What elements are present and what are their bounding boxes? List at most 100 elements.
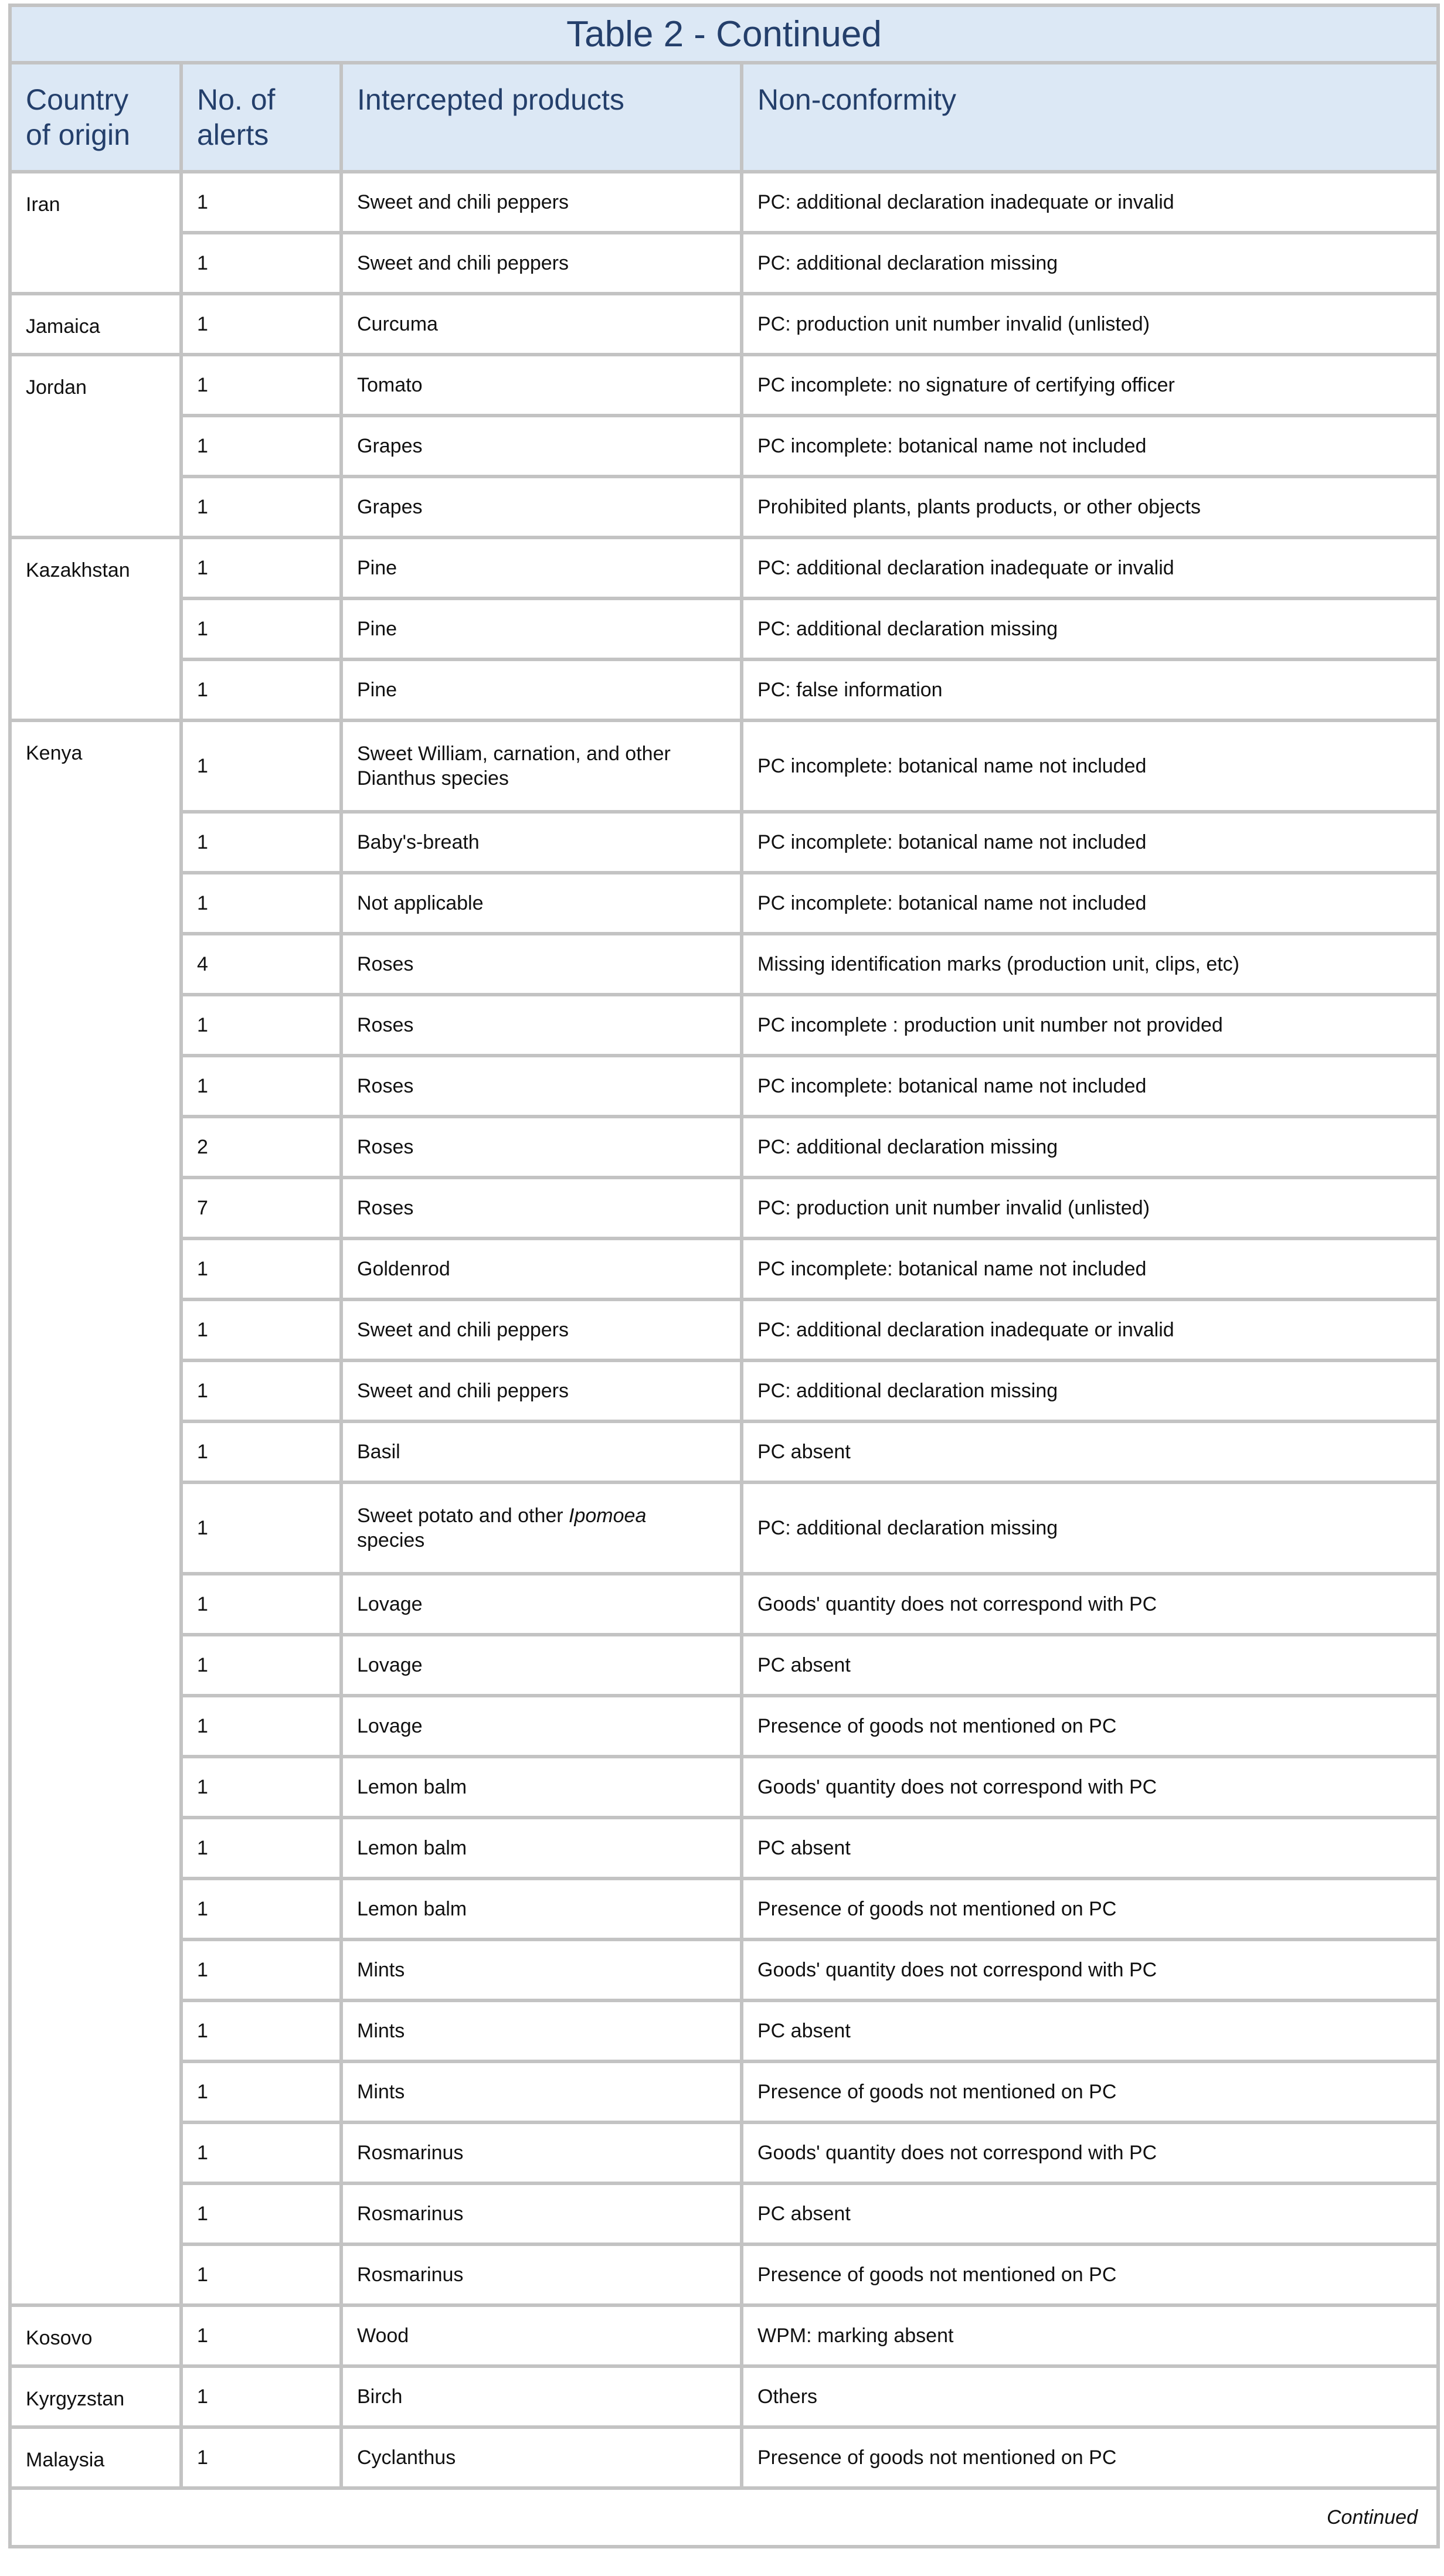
table-row: Jordan 1 Tomato PC incomplete: no signature… (8, 353, 1440, 539)
table-row: 4 Roses Missing identification marks (prod… (10, 932, 1440, 996)
product-cell: Wood (339, 2303, 743, 2368)
product-cell: Roses (339, 932, 743, 996)
product-cell: Sweet and chili peppers (339, 1298, 743, 1362)
alerts-cell: 1 (179, 1755, 343, 1819)
nonconformity-cell: PC: production unit number invalid (unli… (740, 1176, 1440, 1240)
product-cell: Mints (339, 1999, 743, 2063)
country-cell: Jordan (8, 353, 183, 539)
table-row: 1 Mints Goods' quantity does not correspon… (10, 1938, 1440, 2002)
product-cell: Lemon balm (339, 1816, 743, 1880)
alerts-cell: 1 (179, 1694, 343, 1758)
table-row: 1 Roses PC incomplete: botanical name not … (10, 1054, 1440, 1118)
nonconformity-cell: Presence of goods not mentioned on PC (740, 2060, 1440, 2124)
alerts-cell: 1 (179, 1237, 343, 1301)
alerts-cell: 4 (179, 932, 343, 996)
nonconformity-cell: PC absent (740, 1816, 1440, 1880)
alerts-cell: 1 (179, 231, 343, 295)
table-row: 1 Mints Presence of goods not mentioned on… (10, 2060, 1440, 2124)
table-row: 1 Mints PC absent (10, 1999, 1440, 2063)
alerts-cell: 1 (179, 1572, 343, 1636)
product-cell: Mints (339, 1938, 743, 2002)
nonconformity-cell: Goods' quantity does not correspond with… (740, 2121, 1440, 2185)
product-cell: Sweet and chili peppers (339, 1359, 743, 1423)
product-cell: Not applicable (339, 871, 743, 935)
table-row: Kyrgyzstan 1 Birch Others (8, 2364, 1440, 2429)
alerts-cell: 1 (179, 1420, 343, 1484)
product-cell: Lovage (339, 1572, 743, 1636)
table-row: 1 Not applicable PC incomplete: botanical … (10, 871, 1440, 935)
product-cell: Sweet William, carnation, and other Dian… (339, 719, 743, 814)
alerts-cell: 1 (179, 1481, 343, 1575)
alerts-cell: 1 (179, 810, 343, 874)
table-title: Table 2 - Continued (8, 4, 1440, 64)
table-row: 1 Lovage PC absent (10, 1633, 1440, 1697)
nonconformity-cell: PC: additional declaration missing (740, 1481, 1440, 1575)
table-row: 1 Sweet and chili peppers PC: additional d… (10, 1298, 1440, 1362)
alerts-cell: 1 (179, 536, 343, 600)
nonconformity-cell: PC absent (740, 1633, 1440, 1697)
alerts-cell: 1 (179, 2425, 343, 2490)
country-cell: Kyrgyzstan (8, 2364, 183, 2429)
country-cell: Kazakhstan (8, 536, 183, 722)
nonconformity-cell: PC: additional declaration inadequate or… (740, 536, 1440, 600)
country-cell: Iran (8, 170, 183, 295)
nonconformity-cell: PC incomplete : production unit number n… (740, 993, 1440, 1057)
nonconformity-cell: PC incomplete: botanical name not includ… (740, 1237, 1440, 1301)
product-cell: Rosmarinus (339, 2242, 743, 2307)
nonconformity-cell: PC incomplete: botanical name not includ… (740, 719, 1440, 814)
product-cell: Grapes (339, 475, 743, 539)
alerts-cell: 1 (179, 2121, 343, 2185)
column-header-products: Intercepted products (339, 61, 743, 173)
table-row: 1 Sweet and chili peppers PC: additional d… (10, 231, 1440, 295)
nonconformity-cell: PC: additional declaration inadequate or… (740, 1298, 1440, 1362)
alerts-cell: 2 (179, 1115, 343, 1179)
column-header-alerts: No. of alerts (179, 61, 343, 173)
alerts-cell: 1 (179, 2182, 343, 2246)
nonconformity-cell: Goods' quantity does not correspond with… (740, 1755, 1440, 1819)
alerts-cell: 1 (179, 292, 343, 356)
table-row: 1 Lemon balm Presence of goods not mention… (10, 1877, 1440, 1941)
table-row: 1 Goldenrod PC incomplete: botanical name … (10, 1237, 1440, 1301)
product-cell: Lovage (339, 1633, 743, 1697)
alerts-cell: 1 (179, 1054, 343, 1118)
continued-note: Continued (8, 2486, 1440, 2548)
alerts-cell: 1 (179, 1816, 343, 1880)
data-table: Table 2 - Continued Country of origin No… (8, 4, 1440, 2548)
alerts-cell: 1 (179, 871, 343, 935)
alerts-cell: 1 (179, 1633, 343, 1697)
product-cell: Pine (339, 597, 743, 661)
product-cell: Baby's-breath (339, 810, 743, 874)
nonconformity-cell: Presence of goods not mentioned on PC (740, 2425, 1440, 2490)
product-cell: Rosmarinus (339, 2182, 743, 2246)
product-cell: Goldenrod (339, 1237, 743, 1301)
alerts-cell: 1 (179, 1877, 343, 1941)
product-cell: Roses (339, 993, 743, 1057)
nonconformity-cell: WPM: marking absent (740, 2303, 1440, 2368)
product-cell: Sweet potato and other Ipomoea species (339, 1481, 743, 1575)
table-row: 1 Grapes PC incomplete: botanical name not… (10, 414, 1440, 478)
alerts-cell: 1 (179, 1359, 343, 1423)
product-cell: Sweet and chili peppers (339, 231, 743, 295)
nonconformity-cell: PC: additional declaration missing (740, 597, 1440, 661)
column-header-country: Country of origin (8, 61, 183, 173)
table-row: 1 Rosmarinus PC absent (10, 2182, 1440, 2246)
country-cell: Jamaica (8, 292, 183, 356)
product-cell: Mints (339, 2060, 743, 2124)
nonconformity-cell: PC absent (740, 1420, 1440, 1484)
nonconformity-cell: PC incomplete: botanical name not includ… (740, 414, 1440, 478)
alerts-cell: 1 (179, 1298, 343, 1362)
product-scientific-name: Ipomoea (569, 1505, 647, 1527)
nonconformity-cell: Others (740, 2364, 1440, 2429)
alerts-cell: 1 (179, 1999, 343, 2063)
table-row: 1 Grapes Prohibited plants, plants product… (10, 475, 1440, 539)
product-cell: Sweet and chili peppers (339, 170, 743, 234)
nonconformity-cell: Goods' quantity does not correspond with… (740, 1938, 1440, 2002)
table-row: Kosovo 1 Wood WPM: marking absent (8, 2303, 1440, 2368)
table-row: 1 Lemon balm Goods' quantity does not corr… (10, 1755, 1440, 1819)
product-cell: Pine (339, 658, 743, 722)
product-cell: Lemon balm (339, 1877, 743, 1941)
table-row: 1 Baby's-breath PC incomplete: botanical n… (10, 810, 1440, 874)
table-row: 1 Lemon balm PC absent (10, 1816, 1440, 1880)
product-cell: Grapes (339, 414, 743, 478)
table-row: 1 Sweet potato and other Ipomoea species P… (10, 1481, 1440, 1575)
